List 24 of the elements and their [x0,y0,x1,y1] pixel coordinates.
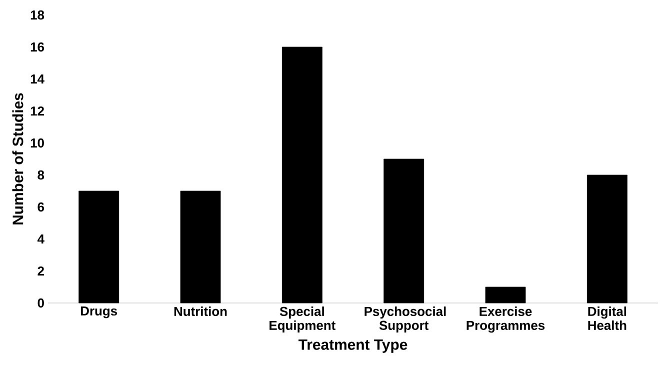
bar [485,286,526,304]
x-tick-label: Special Equipment [270,306,336,333]
bar [586,174,628,304]
x-tick-label: Exercise Programmes [466,306,545,333]
x-tick-label: Nutrition [174,306,227,316]
x-tick-label: Digital Health [588,306,626,330]
bar [384,158,424,304]
y-axis-title: Number of Studies [12,93,24,224]
bar [180,190,221,304]
y-tick-label: 16 [30,42,44,52]
y-tick-label: 12 [30,106,44,116]
y-tick-label: 14 [30,74,44,84]
y-tick-label: 0 [38,298,44,308]
x-tick-label: Psychosocial Support [364,306,446,333]
y-tick-label: 10 [30,138,44,148]
y-tick-label: 8 [38,170,44,180]
y-tick-label: 2 [38,266,44,276]
x-axis-title: Treatment Type [298,339,408,353]
bar [78,190,120,304]
bar [282,46,322,304]
y-tick-label: 6 [38,202,44,212]
y-tick-label: 18 [30,10,44,20]
y-tick-label: 4 [37,234,44,244]
x-tick-label: Drugs [80,306,118,318]
